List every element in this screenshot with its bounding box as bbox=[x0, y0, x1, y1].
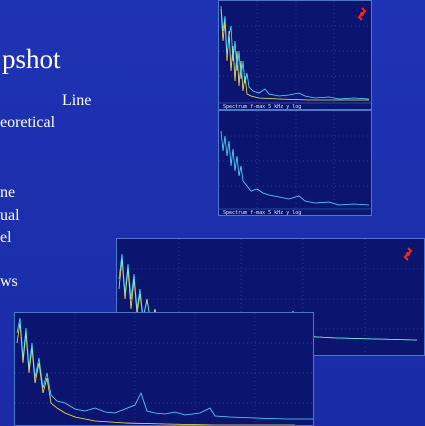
spectrum-trace-cyan bbox=[16, 317, 313, 420]
spectrum-trace-cyan bbox=[220, 130, 370, 206]
bullet-line-5: el bbox=[0, 229, 12, 246]
panel-caption: Spectrum f-max 5 kHz y log bbox=[223, 210, 302, 216]
spectrum-trace-cyan bbox=[220, 5, 370, 100]
bullet-line-4: ual bbox=[0, 207, 20, 224]
bullet-line-2: eoretical bbox=[0, 114, 56, 131]
spectrum-plot-bottom bbox=[15, 313, 313, 425]
spectrum-trace-yellow bbox=[16, 322, 295, 425]
spectrum-plot-top-upper bbox=[219, 1, 371, 104]
spectrum-trace-yellow bbox=[220, 8, 369, 101]
logo-icon bbox=[401, 247, 415, 261]
panel-caption: Spectrum f-max 5 kHz y log bbox=[223, 104, 302, 110]
bullet-line-1: Line bbox=[62, 92, 92, 109]
spectrum-plot-top-lower bbox=[219, 111, 371, 210]
logo-icon bbox=[355, 7, 369, 21]
bullet-line-3: ne bbox=[0, 184, 16, 201]
slide-title: pshot bbox=[2, 44, 61, 74]
spectrum-panel-bottom bbox=[14, 312, 314, 426]
spectrum-panel-top-lower: Spectrum f-max 5 kHz y log bbox=[218, 110, 372, 216]
spectrum-panel-top-upper: Spectrum f-max 5 kHz y log bbox=[218, 0, 372, 110]
bullet-line-6: ws bbox=[0, 273, 18, 290]
